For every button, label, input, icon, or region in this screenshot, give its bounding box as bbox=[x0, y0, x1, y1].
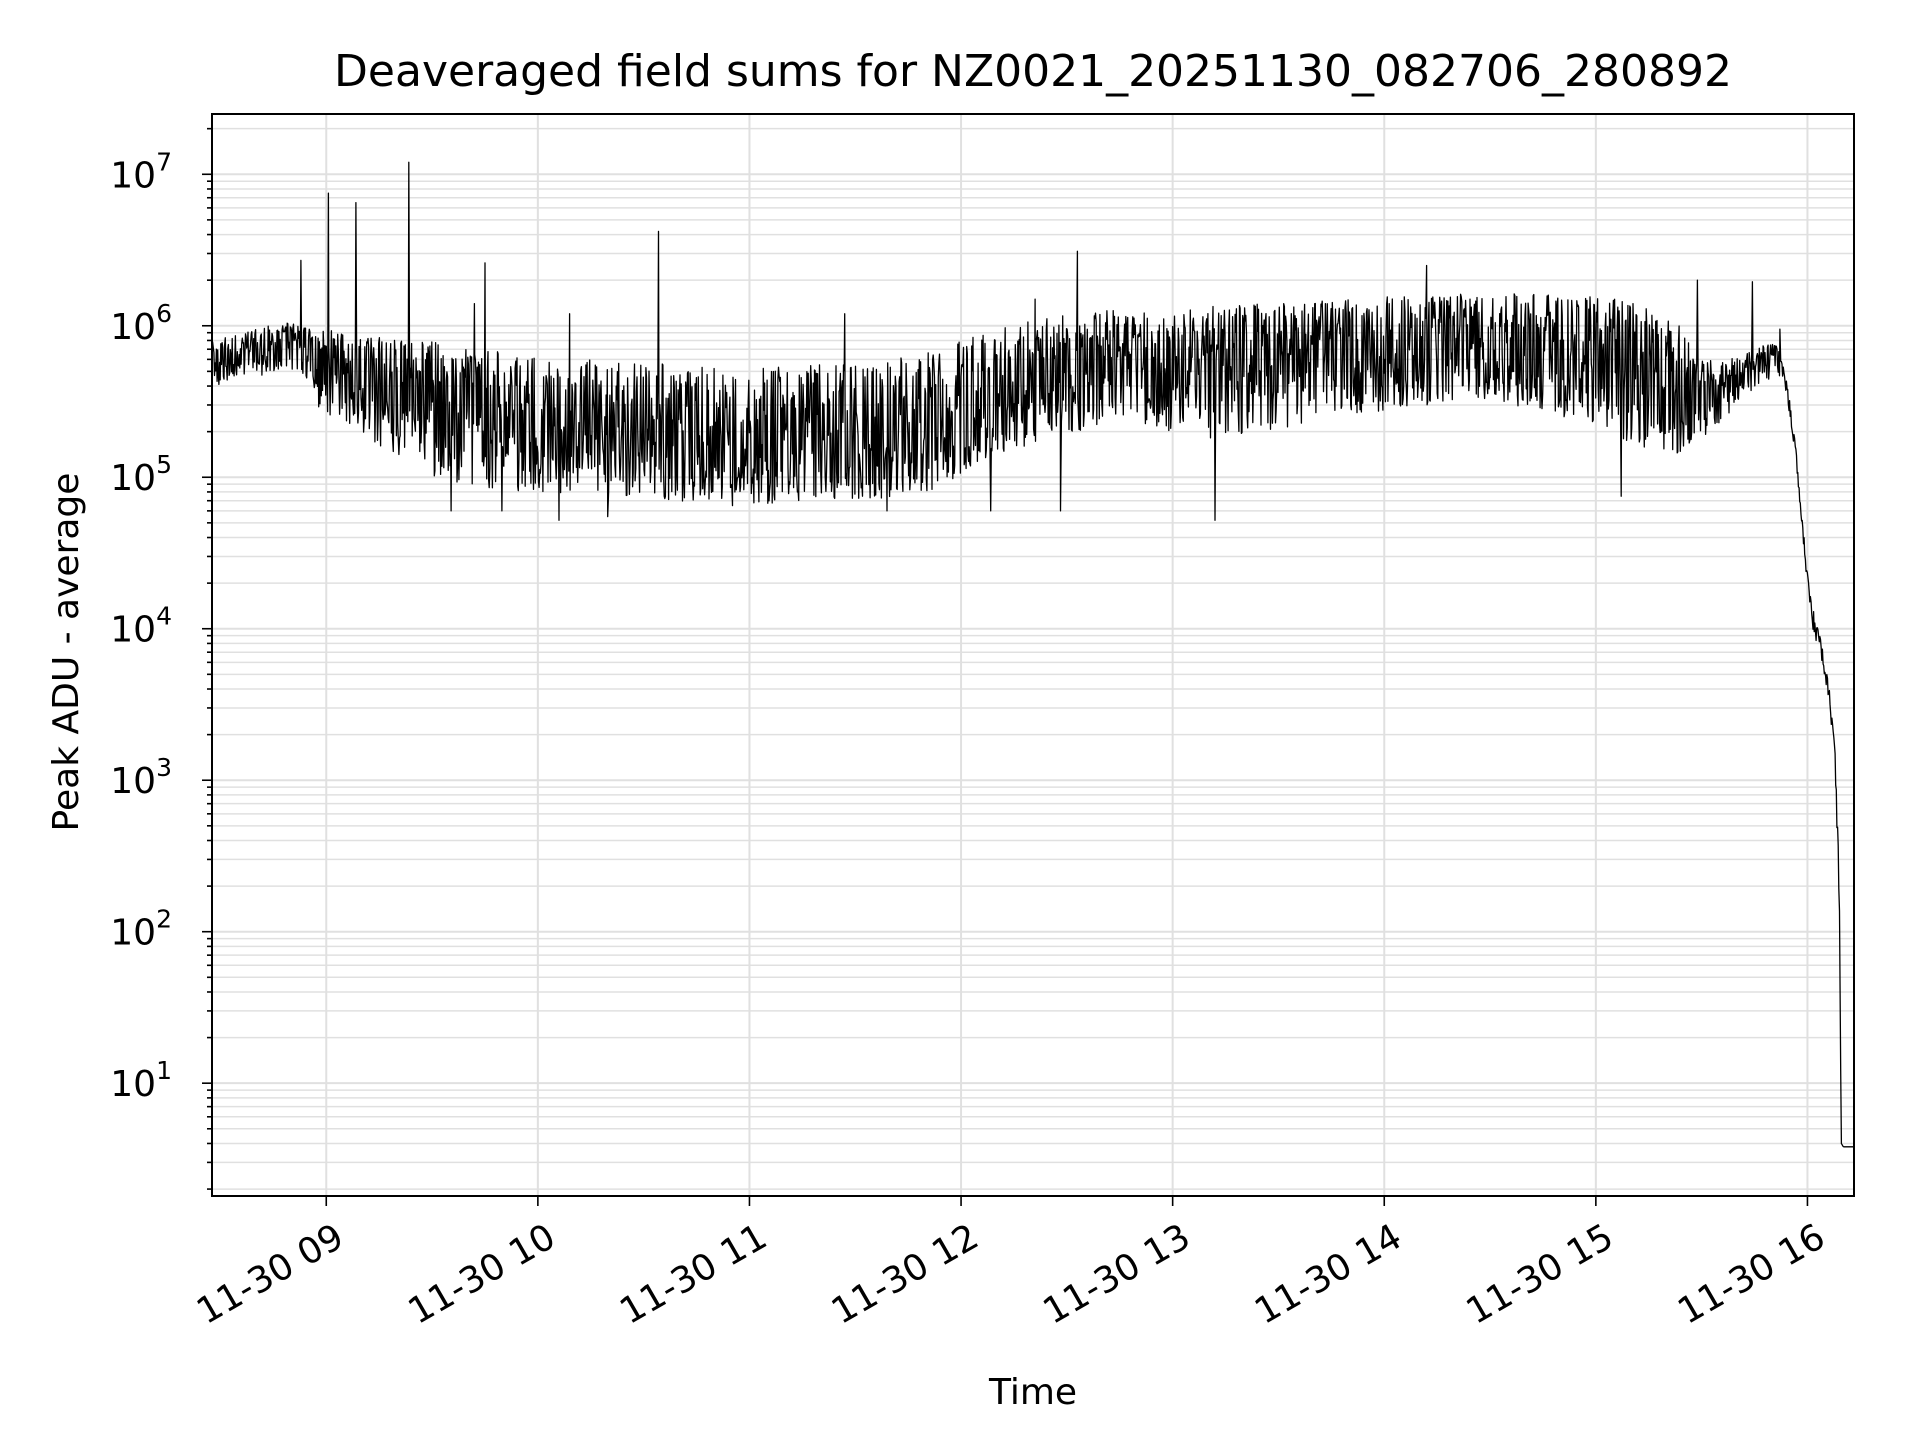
series-layer bbox=[211, 161, 1855, 1148]
plot-frame bbox=[211, 113, 1855, 1197]
series-line bbox=[211, 161, 1855, 1148]
y-tick-label: 105 bbox=[110, 450, 172, 499]
chart-title: Deaveraged field sums for NZ0021_2025113… bbox=[334, 46, 1732, 97]
y-tick-label: 103 bbox=[110, 753, 172, 802]
y-axis-label: Peak ADU - average bbox=[46, 473, 87, 832]
y-tick-label: 104 bbox=[110, 602, 172, 651]
y-axis: 101 102 103 104 105 106 107 bbox=[110, 127, 212, 1190]
y-tick-label: 106 bbox=[110, 299, 172, 348]
x-axis-label: Time bbox=[988, 1372, 1077, 1413]
y-tick-label: 101 bbox=[110, 1056, 172, 1105]
grid-layer bbox=[212, 114, 1854, 1196]
y-tick-label: 107 bbox=[110, 147, 172, 196]
y-tick-label: 102 bbox=[110, 905, 172, 954]
